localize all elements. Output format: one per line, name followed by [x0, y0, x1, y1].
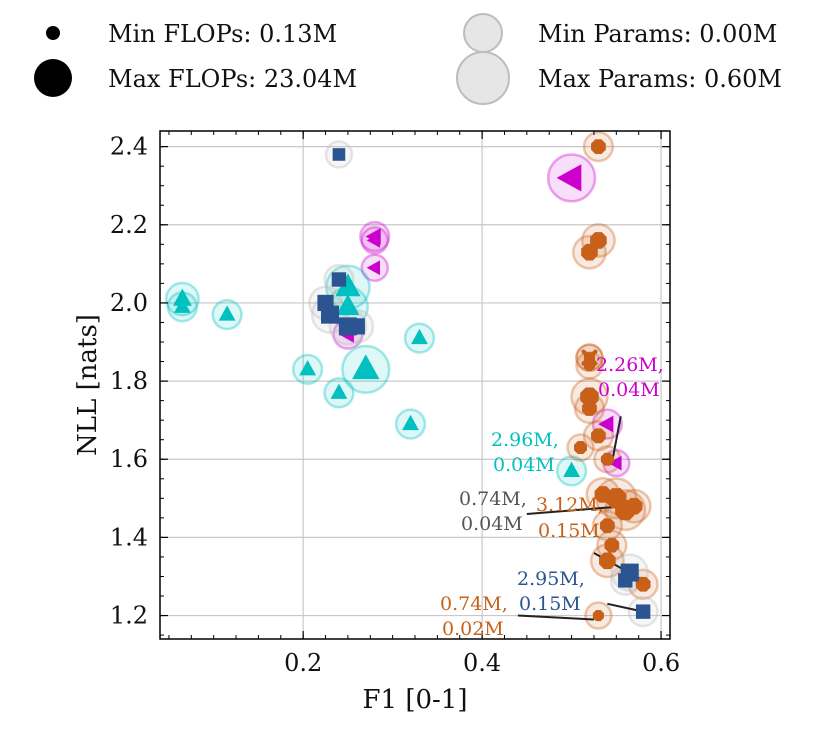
point-navy	[635, 604, 651, 619]
annotations: 2.26M, 0.04M 2.96M, 0.04M 0.74M, 0.04M 3…	[440, 354, 664, 640]
y-tick-label: 1.4	[110, 523, 148, 551]
legend-max-flops-label: Max FLOPs: 23.04M	[108, 65, 357, 93]
y-tick-label: 2.2	[110, 211, 148, 239]
legend-min-params-label: Min Params: 0.00M	[538, 20, 777, 48]
annotation-navy-line1: 2.95M,	[517, 568, 585, 590]
point-cyan	[218, 305, 236, 321]
legend-max-flops-marker	[34, 59, 72, 97]
y-tick-label: 2.4	[110, 133, 148, 161]
annotation-orange-bot-line1: 0.74M,	[440, 593, 508, 615]
legend: Min FLOPs: 0.13M Max FLOPs: 23.04M Min P…	[34, 13, 782, 105]
point-cyan	[411, 328, 428, 345]
point-orange	[592, 610, 604, 622]
point-magenta	[598, 415, 614, 433]
y-axis-label: NLL [nats]	[73, 314, 103, 456]
legend-min-flops-label: Min FLOPs: 0.13M	[108, 20, 337, 48]
annotation-cyan-line2: 0.04M	[493, 454, 555, 476]
axis-ticks: 0.2 0.4 0.6 1.2 1.4 1.6 1.8 2.0 2.2 2.4	[110, 131, 680, 677]
point-orange	[591, 139, 606, 155]
param-halos	[164, 130, 659, 630]
point-cyan	[335, 273, 361, 297]
annotation-pointer-line	[526, 505, 626, 515]
annotation-gray-line1: 0.74M,	[459, 488, 527, 510]
point-orange	[604, 537, 620, 553]
x-axis-label: F1 [0-1]	[362, 685, 467, 715]
annotation-cyan-line1: 2.96M,	[491, 429, 559, 451]
point-orange	[580, 387, 599, 406]
point-orange	[591, 428, 606, 444]
data-markers	[172, 139, 651, 622]
point-orange	[635, 576, 651, 592]
point-magenta	[556, 164, 582, 192]
point-navy	[321, 305, 339, 324]
point-magenta	[608, 455, 622, 471]
annotation-magenta-line1: 2.26M,	[596, 354, 664, 376]
annotation-pointer-line	[517, 614, 594, 621]
point-orange	[590, 232, 607, 249]
point-navy	[331, 272, 347, 287]
point-magenta	[366, 233, 380, 248]
annotation-orange-top-line2: 0.15M	[538, 520, 600, 542]
point-navy	[348, 318, 365, 335]
y-tick-label: 1.2	[110, 602, 148, 630]
legend-max-params-label: Max Params: 0.60M	[538, 65, 782, 93]
x-tick-label: 0.4	[463, 649, 501, 677]
point-gray-x	[581, 349, 598, 366]
x-tick-label: 0.2	[284, 649, 322, 677]
point-orange	[582, 401, 597, 416]
point-cyan	[173, 297, 191, 313]
point-orange	[581, 243, 598, 261]
grid	[160, 131, 670, 639]
point-orange	[625, 497, 643, 515]
point-cyan	[172, 288, 192, 306]
point-navy	[332, 148, 346, 161]
y-tick-label: 1.8	[110, 367, 148, 395]
annotation-orange-bot-line2: 0.02M	[442, 618, 504, 640]
point-magenta	[366, 260, 380, 276]
point-orange	[599, 518, 615, 534]
annotation-orange-top-line1: 3.12M,	[536, 494, 604, 516]
point-cyan	[563, 461, 580, 477]
point-cyan	[352, 354, 380, 380]
y-tick-label: 2.0	[110, 289, 148, 317]
y-tick-label: 1.6	[110, 445, 148, 473]
point-orange	[599, 552, 616, 570]
point-cyan	[402, 414, 419, 431]
point-cyan	[299, 360, 317, 376]
point-cyan	[330, 383, 348, 399]
point-orange	[600, 452, 614, 466]
legend-min-params-marker	[463, 13, 503, 53]
point-navy	[618, 573, 633, 588]
annotation-navy-line2: 0.15M	[519, 593, 581, 615]
point-orange	[574, 441, 587, 454]
x-tick-label: 0.6	[642, 649, 680, 677]
legend-max-params-marker	[456, 51, 510, 105]
point-cyan	[336, 294, 360, 316]
annotation-gray-line2: 0.04M	[461, 513, 523, 535]
annotation-magenta-line2: 0.04M	[598, 379, 660, 401]
legend-min-flops-marker	[46, 26, 60, 40]
annotation-pointer-line	[610, 416, 622, 464]
